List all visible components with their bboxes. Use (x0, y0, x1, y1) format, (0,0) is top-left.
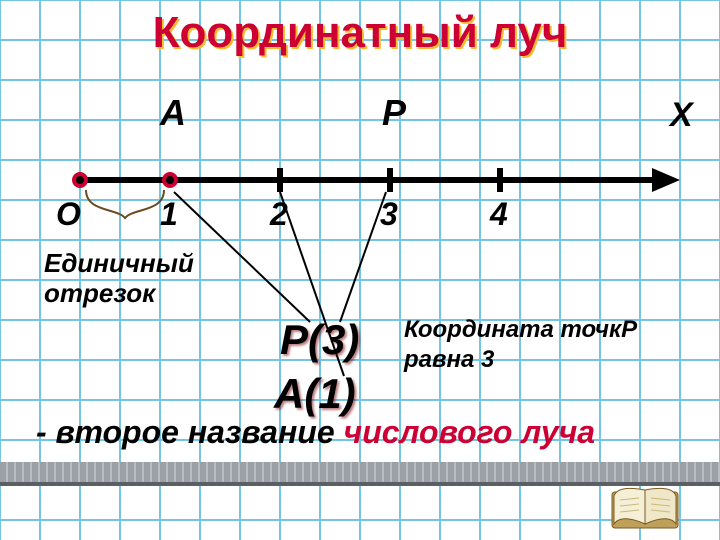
axis-x-label: X (670, 96, 693, 135)
axis-number: 3 (380, 196, 398, 233)
unit-segment-label: Единичный отрезок (44, 248, 194, 308)
point-dot-inner (166, 176, 174, 184)
annotation-a1-wrap: А(1) (274, 370, 356, 418)
bottom-line-part: числового луча (344, 414, 596, 450)
axis-number: 2 (270, 196, 288, 233)
axis-arrowhead (652, 168, 680, 192)
axis-number: 4 (490, 196, 508, 233)
axis-tick (387, 168, 393, 192)
annotation-p3: Р(3) (280, 316, 359, 364)
axis-tick (277, 168, 283, 192)
point-label: P (382, 92, 406, 134)
page-title: Координатный луч (0, 8, 720, 58)
annotation-a1: А(1) (274, 370, 356, 418)
book-icon[interactable] (610, 486, 680, 532)
coord-note-line2: равна 3 (404, 346, 494, 374)
origin-label: О (56, 196, 81, 233)
axis-tick (497, 168, 503, 192)
axis-number: 1 (160, 196, 178, 233)
footer-band (0, 462, 720, 486)
annotation-p3-wrap: Р(3) (280, 316, 359, 364)
point-label: A (160, 92, 186, 134)
coord-note-line1: Координата точкР (404, 316, 637, 344)
bottom-line-part: - второе название (36, 414, 344, 450)
origin-dot-inner (76, 176, 84, 184)
bottom-line: - второе название числового луча (36, 414, 595, 451)
